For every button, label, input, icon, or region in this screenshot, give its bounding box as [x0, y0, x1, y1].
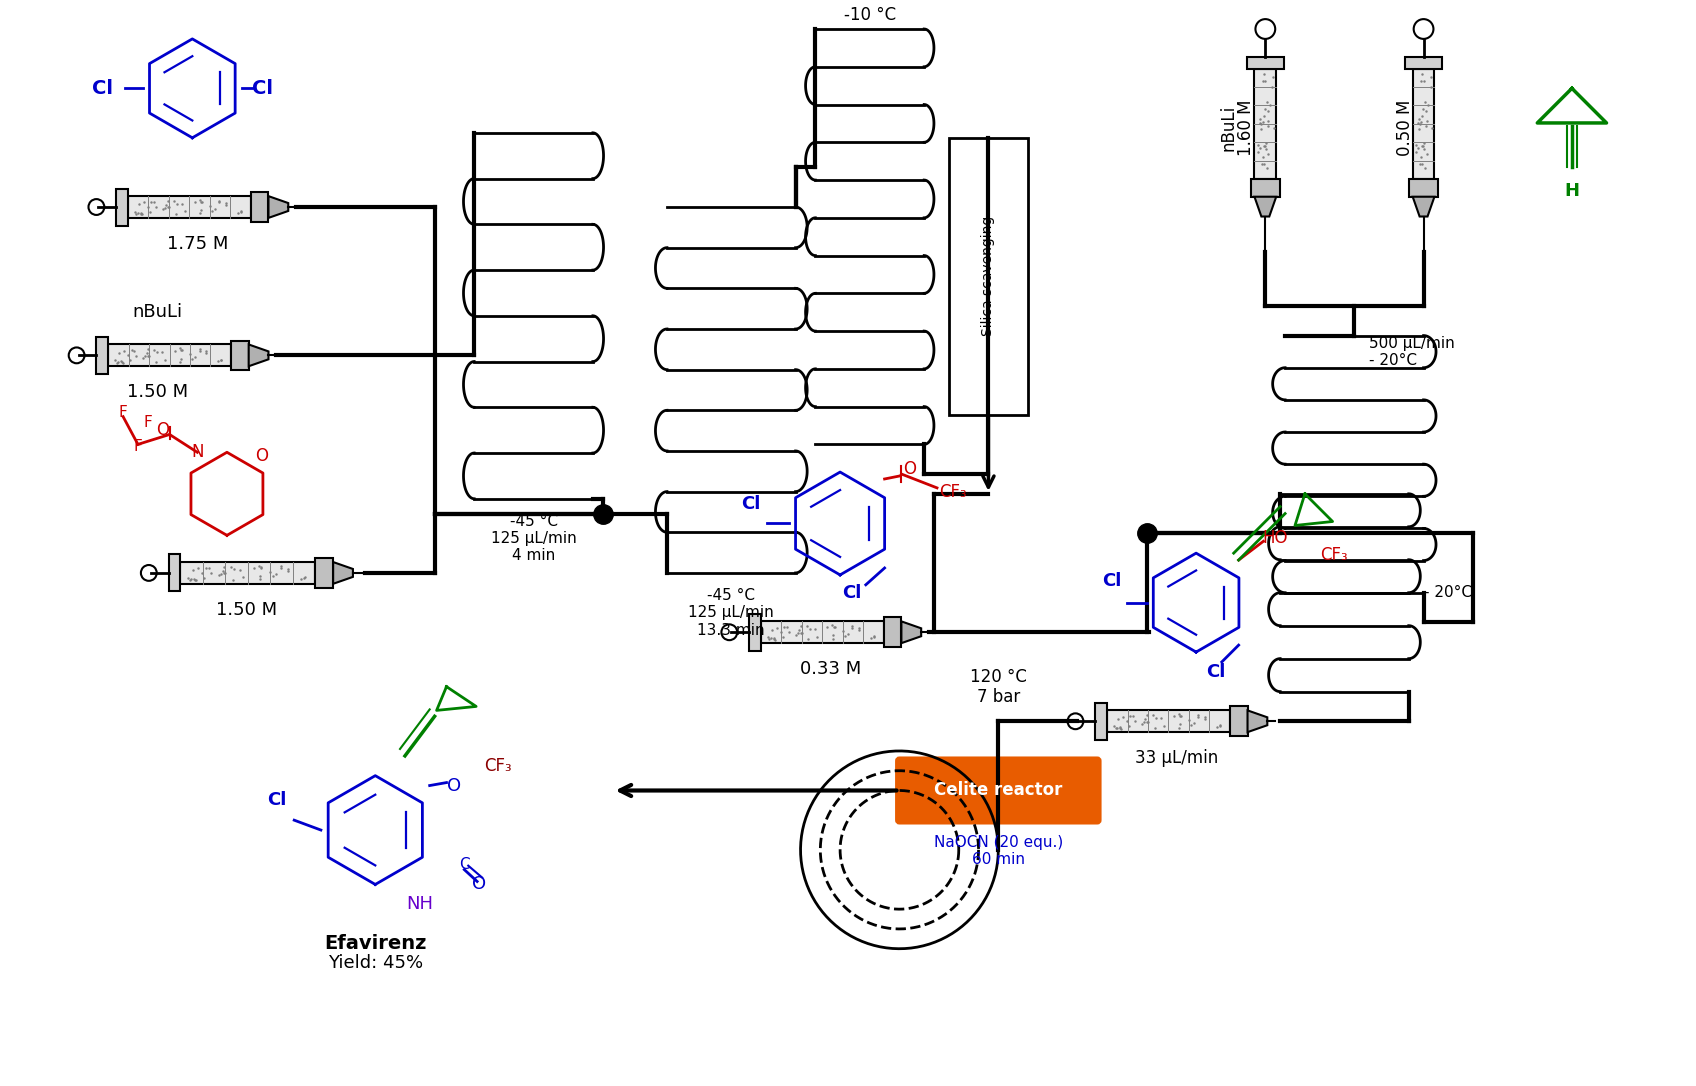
Bar: [1413, 68, 1435, 179]
Bar: [127, 197, 251, 218]
Text: -10 °C: -10 °C: [843, 7, 895, 24]
Bar: [1230, 706, 1248, 736]
Circle shape: [1414, 20, 1433, 39]
Text: -45 °C
125 μL/min
4 min: -45 °C 125 μL/min 4 min: [490, 514, 577, 564]
Text: 1.50 M: 1.50 M: [215, 601, 276, 619]
Text: nBuLi: nBuLi: [132, 303, 183, 320]
Circle shape: [70, 348, 85, 364]
Text: NaOCN (20 equ.)
60 min: NaOCN (20 equ.) 60 min: [934, 835, 1063, 868]
Polygon shape: [901, 621, 921, 643]
Text: Cl: Cl: [266, 792, 287, 809]
Bar: [884, 618, 901, 647]
Text: Yield: 45%: Yield: 45%: [327, 954, 422, 972]
Text: Efavirenz: Efavirenz: [324, 934, 426, 952]
Text: F: F: [119, 405, 127, 420]
Bar: [1247, 56, 1284, 68]
Text: H: H: [1564, 182, 1579, 200]
Text: O: O: [471, 875, 487, 894]
Text: F: F: [144, 415, 153, 430]
Text: O: O: [156, 420, 170, 439]
Text: Cl: Cl: [92, 79, 114, 98]
Bar: [315, 558, 332, 588]
Polygon shape: [1248, 710, 1267, 732]
Polygon shape: [249, 344, 268, 366]
FancyBboxPatch shape: [897, 758, 1101, 823]
Bar: [168, 555, 180, 592]
Text: 1.60 M: 1.60 M: [1238, 100, 1255, 156]
Text: 0.33 M: 0.33 M: [799, 660, 862, 678]
Text: CF₃: CF₃: [940, 483, 967, 501]
Bar: [251, 192, 268, 222]
Text: C: C: [460, 857, 470, 872]
Text: 1.50 M: 1.50 M: [127, 383, 188, 401]
Polygon shape: [1413, 197, 1435, 216]
Bar: [1107, 710, 1230, 732]
Text: Cl: Cl: [741, 495, 762, 513]
Text: Cl: Cl: [1102, 572, 1121, 590]
Polygon shape: [332, 563, 353, 584]
Polygon shape: [1255, 197, 1275, 216]
Text: 1.75 M: 1.75 M: [166, 235, 227, 253]
Bar: [231, 341, 249, 370]
Text: Cl: Cl: [251, 79, 273, 98]
Bar: [117, 189, 127, 226]
Text: nBuLi: nBuLi: [1219, 104, 1238, 151]
Bar: [762, 621, 884, 643]
Text: 33 μL/min: 33 μL/min: [1135, 749, 1218, 767]
Bar: [180, 563, 315, 584]
Circle shape: [1255, 20, 1275, 39]
Polygon shape: [268, 197, 288, 218]
Text: Silica scavenging: Silica scavenging: [982, 216, 996, 337]
Circle shape: [721, 624, 738, 640]
Bar: [1409, 179, 1438, 197]
Circle shape: [1067, 714, 1084, 729]
Text: - 20°C: - 20°C: [1423, 585, 1472, 601]
Text: Cl: Cl: [843, 583, 862, 602]
Text: F: F: [134, 439, 142, 454]
Circle shape: [141, 565, 156, 581]
Text: 0.50 M: 0.50 M: [1396, 100, 1414, 156]
Bar: [1404, 56, 1442, 68]
Bar: [750, 614, 762, 651]
Bar: [1096, 703, 1107, 740]
Text: 120 °C
7 bar: 120 °C 7 bar: [970, 668, 1026, 706]
Text: HO: HO: [1262, 529, 1287, 547]
Text: O: O: [448, 776, 461, 795]
Text: CF₃: CF₃: [1319, 546, 1347, 564]
Text: N: N: [192, 443, 204, 462]
Circle shape: [88, 199, 105, 215]
Text: O: O: [254, 447, 268, 465]
Text: CF₃: CF₃: [483, 757, 512, 774]
Bar: [109, 344, 231, 366]
Text: Cl: Cl: [1206, 662, 1226, 681]
Bar: [1250, 179, 1280, 197]
Bar: [97, 337, 109, 374]
Text: O: O: [902, 460, 916, 478]
Text: -45 °C
125 μL/min
13.3 min: -45 °C 125 μL/min 13.3 min: [689, 588, 773, 637]
Text: NH: NH: [407, 895, 432, 913]
Bar: [1255, 68, 1275, 179]
Text: 500 μL/min
- 20°C: 500 μL/min - 20°C: [1369, 336, 1455, 368]
Bar: [948, 138, 1028, 415]
Text: Celite reactor: Celite reactor: [934, 782, 1062, 799]
